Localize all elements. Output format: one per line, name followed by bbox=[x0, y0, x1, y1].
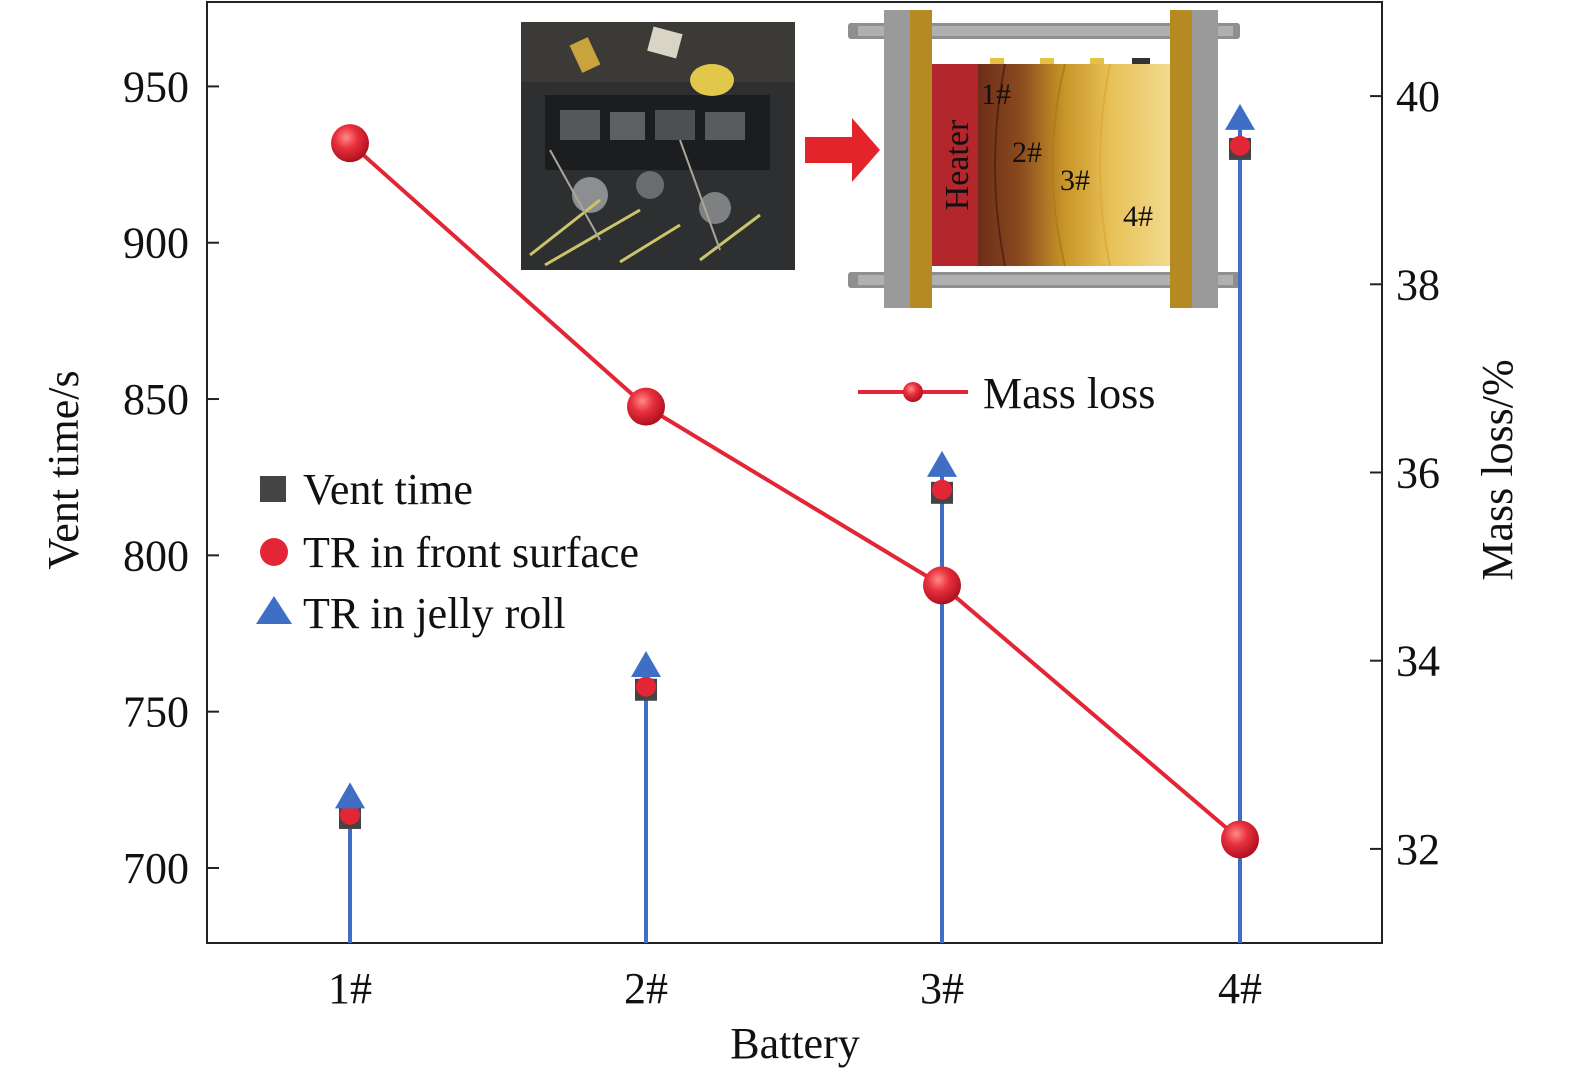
inset-cell-label-2: 2# bbox=[1012, 136, 1042, 169]
y-right-tick-label: 36 bbox=[1396, 449, 1440, 498]
tr-jelly-roll-point bbox=[1225, 103, 1255, 130]
y-axis-right-title: Mass loss/% bbox=[1473, 359, 1522, 580]
legend-label-tr-jelly-roll: TR in jelly roll bbox=[303, 589, 566, 638]
legend: Vent time TR in front surface TR in jell… bbox=[256, 369, 1155, 638]
mass-loss-point bbox=[1221, 820, 1259, 859]
inset-cell-label-3: 3# bbox=[1060, 164, 1090, 197]
tr-jelly-roll-point bbox=[927, 450, 957, 477]
tr-front-surface-point bbox=[340, 804, 360, 825]
legend-label-mass-loss: Mass loss bbox=[983, 369, 1155, 418]
legend-label-vent-time: Vent time bbox=[303, 465, 473, 514]
inset-photo bbox=[521, 22, 795, 270]
mass-loss-point bbox=[923, 566, 961, 605]
y-left-tick-label: 850 bbox=[123, 375, 189, 424]
legend-triangle-marker bbox=[256, 596, 292, 624]
tr-front-surface-point bbox=[1230, 135, 1250, 156]
inset-figure: Heater 1# 2# 3# 4# bbox=[521, 10, 1240, 308]
x-tick-label: 3# bbox=[920, 964, 964, 1013]
y-right-tick-label: 40 bbox=[1396, 72, 1440, 121]
y-left-tick-label: 750 bbox=[123, 688, 189, 737]
inset-arrow bbox=[805, 118, 880, 182]
y-left-tick-label: 700 bbox=[123, 844, 189, 893]
y-left-tick-label: 950 bbox=[123, 62, 189, 111]
inset-cell-label-1: 1# bbox=[981, 78, 1011, 111]
y-axis-left-title: Vent time/s bbox=[39, 370, 88, 569]
mass-loss-point bbox=[331, 124, 369, 163]
tr-front-surface-point bbox=[932, 479, 952, 500]
y-right-tick-label: 34 bbox=[1396, 637, 1440, 686]
tr-front-surface-point bbox=[636, 676, 656, 697]
tr-jelly-roll-point bbox=[631, 651, 661, 678]
inset-cell-label-4: 4# bbox=[1123, 200, 1153, 233]
x-tick-label: 1# bbox=[328, 964, 372, 1013]
tr-jelly-roll-point bbox=[335, 782, 365, 809]
chart-marks bbox=[331, 103, 1259, 943]
x-axis-title: Battery bbox=[730, 1019, 860, 1068]
legend-label-tr-front-surface: TR in front surface bbox=[303, 528, 639, 577]
y-left-tick-label: 900 bbox=[123, 219, 189, 268]
inset-schematic: Heater 1# 2# 3# 4# bbox=[848, 10, 1240, 308]
y-right-tick-label: 32 bbox=[1396, 825, 1440, 874]
legend-mass-loss-marker bbox=[903, 382, 923, 402]
inset-heater-label: Heater bbox=[939, 119, 976, 210]
legend-circle-marker bbox=[260, 538, 288, 566]
mass-loss-line bbox=[348, 141, 1242, 842]
legend-square-marker bbox=[260, 476, 286, 502]
x-tick-label: 4# bbox=[1218, 964, 1262, 1013]
y-left-tick-label: 800 bbox=[123, 531, 189, 580]
mass-loss-point bbox=[627, 387, 665, 426]
x-tick-label: 2# bbox=[624, 964, 668, 1013]
y-right-tick-label: 38 bbox=[1396, 260, 1440, 309]
